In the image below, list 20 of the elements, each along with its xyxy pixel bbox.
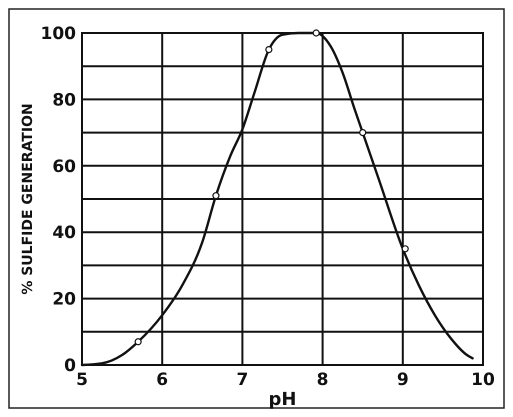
- point: [402, 245, 409, 252]
- point: [134, 338, 142, 346]
- y-axis-title: % SULFIDE GENERATION: [20, 103, 36, 295]
- point: [312, 29, 320, 37]
- x-tick-label: 7: [236, 370, 248, 390]
- point: [265, 46, 272, 54]
- y-tick-label: 20: [52, 290, 76, 310]
- point: [212, 192, 220, 200]
- y-tick-label: 80: [52, 90, 76, 110]
- y-tick-label: 100: [40, 24, 76, 44]
- x-tick-label: 6: [156, 370, 168, 390]
- x-tick-label: 8: [316, 370, 329, 390]
- y-tick-label: 0: [64, 356, 76, 376]
- x-axis-title: pH: [268, 389, 296, 410]
- point: [359, 129, 366, 136]
- y-tick-label: 60: [52, 156, 76, 177]
- x-tick-label: 10: [471, 370, 495, 390]
- y-tick-label: 40: [52, 223, 76, 244]
- x-tick-label: 9: [396, 370, 409, 390]
- x-tick-label: 5: [76, 370, 88, 390]
